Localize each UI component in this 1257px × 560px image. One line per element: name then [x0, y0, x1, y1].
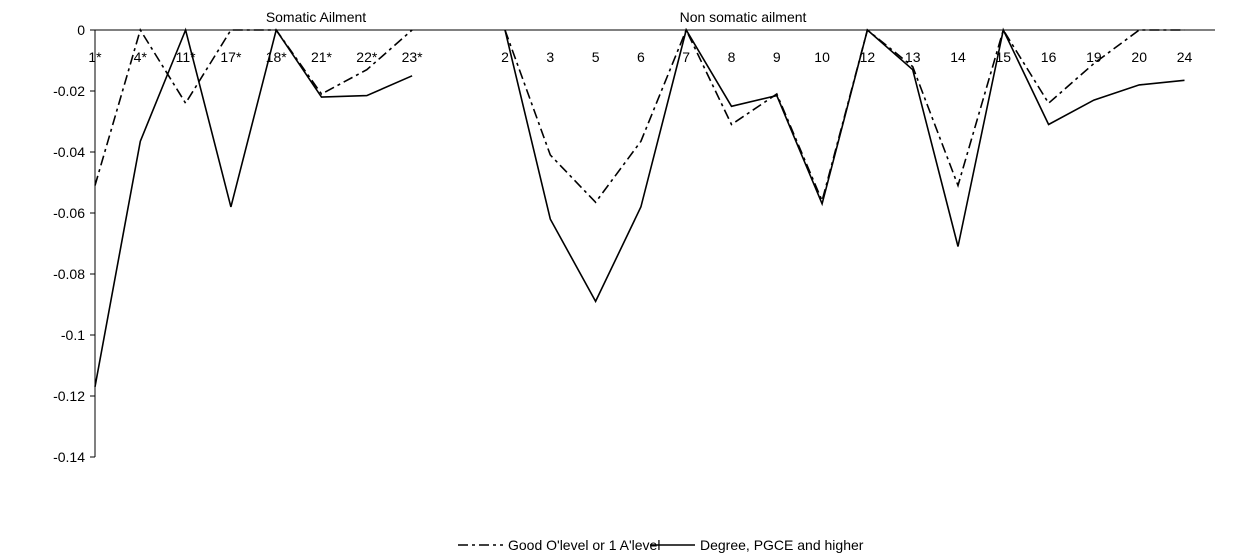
- x-tick-label: 19: [1086, 49, 1102, 65]
- x-tick-label: 5: [592, 49, 600, 65]
- x-tick-label: 17*: [220, 49, 242, 65]
- y-tick-label: -0.12: [53, 388, 85, 404]
- group-label: Somatic Ailment: [266, 9, 366, 25]
- y-tick-label: -0.14: [53, 449, 85, 465]
- x-tick-label: 15: [996, 49, 1012, 65]
- x-tick-label: 4*: [134, 49, 148, 65]
- x-tick-label: 20: [1131, 49, 1147, 65]
- x-tick-label: 14: [950, 49, 966, 65]
- x-tick-label: 1*: [88, 49, 102, 65]
- x-tick-label: 3: [546, 49, 554, 65]
- y-tick-label: 0: [77, 22, 85, 38]
- group-labels: Somatic Ailment Non somatic ailment: [266, 9, 807, 25]
- legend-label: Degree, PGCE and higher: [700, 537, 864, 553]
- y-tick-label: -0.1: [61, 327, 85, 343]
- y-tick-label: -0.06: [53, 205, 85, 221]
- series-line: [94, 27, 413, 387]
- series-line: [504, 27, 1185, 304]
- y-tick-label: -0.04: [53, 144, 85, 160]
- y-tick-label: -0.08: [53, 266, 85, 282]
- x-tick-labels: 1* 4* 11* 17* 18* 21* 22* 23* 2 3 5 6 7 8 9 10 12 13 14 15 1…: [88, 49, 1192, 65]
- x-tick-label: 8: [728, 49, 736, 65]
- legend: Good O'level or 1 A'level Degree, PGCE an…: [458, 537, 864, 553]
- x-tick-label: 13: [905, 49, 921, 65]
- group-label: Non somatic ailment: [680, 9, 807, 25]
- x-tick-label: 9: [773, 49, 781, 65]
- x-tick-label: 23*: [402, 49, 424, 65]
- x-tick-label: 21*: [311, 49, 333, 65]
- y-tick-label: -0.02: [53, 83, 85, 99]
- x-tick-label: 7: [682, 49, 690, 65]
- x-tick-label: 10: [814, 49, 830, 65]
- x-tick-label: 24: [1177, 49, 1193, 65]
- x-tick-label: 22*: [356, 49, 378, 65]
- x-tick-label: 12: [860, 49, 876, 65]
- x-tick-label: 16: [1041, 49, 1057, 65]
- x-tick-label: 2: [501, 49, 509, 65]
- series-line: [94, 28, 413, 186]
- axes: 0 -0.02 -0.04 -0.06 -0.08 -0.1 -0.12 -0.14: [53, 22, 1215, 465]
- series-lines: [94, 27, 1185, 387]
- x-tick-label: 6: [637, 49, 645, 65]
- legend-label: Good O'level or 1 A'level: [508, 537, 660, 553]
